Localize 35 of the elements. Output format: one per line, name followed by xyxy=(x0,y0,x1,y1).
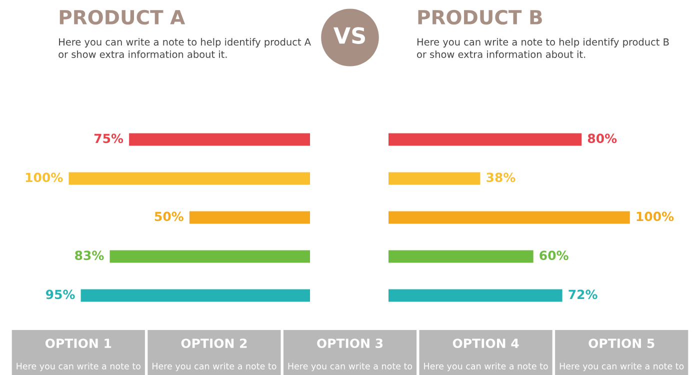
text: Here you can write a note to xyxy=(16,362,140,372)
bar xyxy=(388,250,534,263)
text: VS xyxy=(334,27,365,44)
data-label: 100% xyxy=(636,212,674,222)
chart-title: PRODUCT A xyxy=(60,10,186,25)
bar xyxy=(110,250,310,263)
category-label: OPTION 5 xyxy=(588,338,654,348)
data-label: 60% xyxy=(540,250,568,260)
bar xyxy=(129,133,310,146)
category-label: OPTION 3 xyxy=(317,338,383,348)
category-label: OPTION 4 xyxy=(452,338,519,348)
data-label: 83% xyxy=(75,250,104,260)
text: Here you can write a note to xyxy=(288,362,412,372)
bar xyxy=(388,172,480,185)
data-label: 50% xyxy=(154,212,184,222)
category-label: OPTION 2 xyxy=(181,338,247,348)
data-label: 100% xyxy=(26,172,63,182)
bar xyxy=(388,211,630,224)
bar xyxy=(388,133,582,146)
text: Here you can write a note to xyxy=(152,362,276,372)
bar xyxy=(388,289,562,302)
chart-title: PRODUCT B xyxy=(418,10,542,25)
data-label: 75% xyxy=(94,134,124,144)
bar xyxy=(68,172,310,185)
category-label: OPTION 1 xyxy=(45,338,112,348)
chart-subtitle: Here you can write a note to help identify product B or show extra information about it. xyxy=(417,38,669,58)
data-label: 72% xyxy=(568,290,598,300)
bar xyxy=(189,211,310,224)
data-label: 95% xyxy=(46,290,75,300)
text: Here you can write a note to xyxy=(560,362,684,372)
data-label: 80% xyxy=(588,134,617,144)
data-label: 38% xyxy=(486,172,516,182)
chart-subtitle: Here you can write a note to help identify product A or show extra information about it. xyxy=(58,38,311,58)
bar xyxy=(80,289,310,302)
text: Here you can write a note to xyxy=(424,362,548,372)
